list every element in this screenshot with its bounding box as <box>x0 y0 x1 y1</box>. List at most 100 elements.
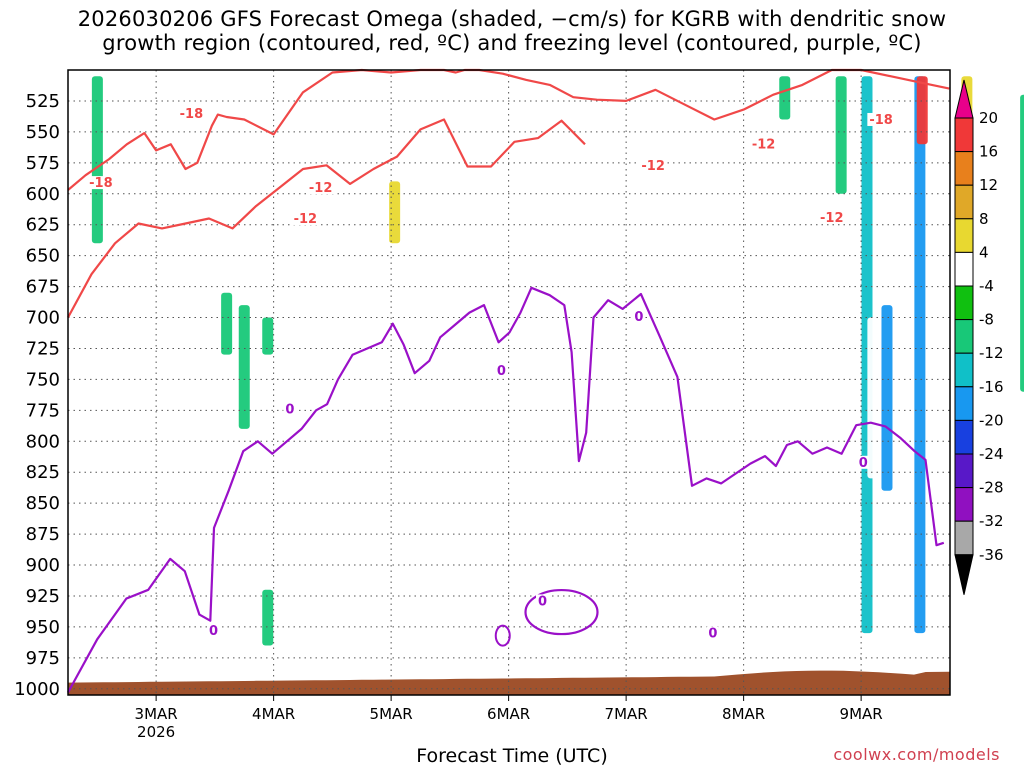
y-tick-label: 750 <box>26 369 60 390</box>
contour-label-background <box>177 106 206 120</box>
omega-shaded-region <box>916 76 928 145</box>
contour-label-background <box>856 455 869 469</box>
terrain-layer <box>68 670 950 695</box>
omega-shaded-region <box>608 76 620 101</box>
x-tick-label: 7MAR <box>605 705 648 723</box>
omega-shaded-region <box>238 305 250 429</box>
y-tick-label: 600 <box>26 184 60 205</box>
colorbar-tick-label: 16 <box>979 143 998 161</box>
y-tick-label: 775 <box>26 400 60 421</box>
contour-label-background <box>291 211 320 225</box>
y-tick-label: 925 <box>26 586 60 607</box>
chart-title-line-2: growth region (contoured, red, ºC) and f… <box>102 31 922 55</box>
y-tick-label: 1000 <box>14 679 60 700</box>
omega-shaded-region <box>679 76 691 170</box>
colorbar-tick-label: 20 <box>979 109 998 127</box>
omega-shaded-region <box>808 76 820 182</box>
contour-label-background <box>87 176 116 190</box>
contour-dgz <box>67 118 586 319</box>
colorbar-tick-label: -20 <box>979 411 1004 429</box>
x-tick-label: 4MAR <box>252 705 295 723</box>
contour-label-background <box>706 626 719 640</box>
contour-layer <box>67 68 950 694</box>
omega-shaded-region <box>914 76 926 634</box>
colorbar-tick-label: -32 <box>979 512 1004 530</box>
omega-shaded-region <box>881 305 893 491</box>
contour-label: -18 <box>869 113 893 128</box>
colorbar-swatch <box>954 319 974 354</box>
omega-shaded-region <box>91 76 103 244</box>
colorbar-tick-label: -36 <box>979 546 1004 564</box>
contour-label: 0 <box>708 627 717 642</box>
y-tick-label: 575 <box>26 153 60 174</box>
y-tick-label: 850 <box>26 493 60 514</box>
terrain-fill <box>68 670 950 695</box>
contour-label-background <box>818 210 846 224</box>
omega-shaded-region <box>262 317 274 355</box>
omega-shaded-region <box>389 181 401 244</box>
colorbar-swatch <box>954 285 974 321</box>
y-tick-label: 875 <box>26 524 60 545</box>
omega-shaded-region <box>620 416 632 467</box>
omega-shaded-region <box>749 305 761 392</box>
y-tick-label: 525 <box>26 91 60 112</box>
y-tick-label: 950 <box>26 617 60 638</box>
x-tick-label: 9MAR <box>840 705 883 723</box>
y-tick-label: 625 <box>26 215 60 236</box>
contour-label-background <box>306 181 335 195</box>
omega-shaded-region <box>138 82 150 145</box>
x-tick-label: 6MAR <box>487 705 530 723</box>
x-tick-label: 8MAR <box>722 705 765 723</box>
colorbar-swatch <box>954 386 974 421</box>
contour-label: -12 <box>820 211 844 226</box>
omega-shaded-region <box>362 119 374 269</box>
colorbar-swatch <box>954 151 974 186</box>
contour-label-background <box>494 364 507 378</box>
omega-shaded-region <box>479 76 491 101</box>
contour-label: 0 <box>859 456 868 471</box>
y-tick-label: 700 <box>26 308 60 329</box>
y-tick-label: 725 <box>26 338 60 359</box>
colorbar-swatch <box>954 520 974 556</box>
colorbar-tick-label: 4 <box>979 243 989 261</box>
chart-title-line-1: 2026030206 GFS Forecast Omega (shaded, −… <box>77 7 947 31</box>
omega-shaded-region <box>1020 94 1024 392</box>
contour-label-layer: -18 -18 -18 -12 -12 -12 -12 -12 0 0 0 0 0 0 0 <box>87 106 896 642</box>
y-tick-label: 675 <box>26 277 60 298</box>
omega-shaded-region <box>115 82 127 170</box>
colorbar-swatch <box>954 117 974 153</box>
colorbar-tick-label: -28 <box>979 479 1004 497</box>
contour-label-background <box>867 112 896 126</box>
contour-label: -12 <box>294 212 318 227</box>
colorbar-tick-label: -16 <box>979 378 1004 396</box>
colorbar-swatch <box>954 419 974 455</box>
freezing-level-contour-closed <box>524 588 599 636</box>
y-axis: 525 550 575 600 625 650 675 700 725 750 775 800 825 8… <box>14 91 60 700</box>
contour-label: -18 <box>180 107 204 122</box>
colorbar-tick-label: -8 <box>979 311 994 329</box>
grid-layer <box>68 70 950 695</box>
contour-label-background <box>207 624 219 638</box>
contour-label: -12 <box>641 159 665 174</box>
contour-label-background <box>749 137 778 151</box>
colorbar-tick-label: 12 <box>979 176 998 194</box>
colorbar-tick-label: -4 <box>979 277 994 295</box>
contour-label: 0 <box>538 594 547 609</box>
contour-label: 0 <box>497 364 506 379</box>
colorbar: 20 16 12 8 4 -4 -8 -12 -16 -20 -24 -28 -32 -36 <box>954 79 1004 595</box>
omega-shaded-region <box>409 156 421 330</box>
contour-label: 0 <box>634 310 643 325</box>
x-tick-label: 5MAR <box>370 705 413 723</box>
contour-label-background <box>283 402 296 416</box>
omega-shaded-region <box>867 317 879 479</box>
colorbar-swatch <box>954 218 974 253</box>
omega-shaded-region <box>779 76 791 120</box>
contour-label-background <box>632 309 645 323</box>
freezing-level-contour <box>67 286 945 694</box>
y-tick-label: 650 <box>26 246 60 267</box>
colorbar-bottom-triangle <box>954 554 974 595</box>
y-tick-label: 800 <box>26 431 60 452</box>
credit-text[interactable]: coolwx.com/models <box>833 745 1000 764</box>
